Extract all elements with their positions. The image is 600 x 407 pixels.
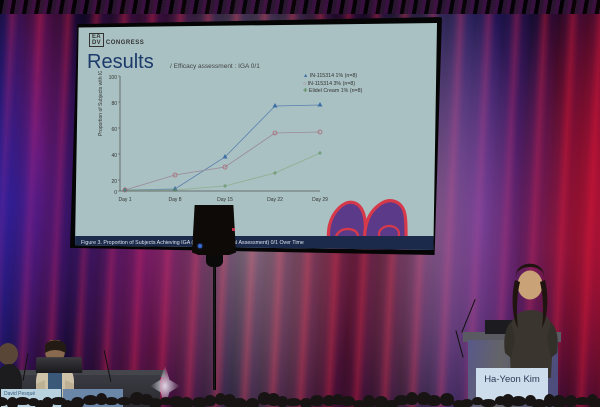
svg-text:Proportion of Subjects with IG: Proportion of Subjects with IGA 0/1 (%): [98, 71, 104, 136]
svg-text:Day 15: Day 15: [217, 197, 233, 203]
svg-text:0: 0: [114, 190, 117, 196]
svg-text:40: 40: [111, 153, 117, 159]
svg-text:Day 8: Day 8: [168, 197, 181, 203]
svg-text:100: 100: [109, 75, 118, 81]
svg-text:Day 22: Day 22: [267, 197, 283, 203]
svg-text:Day 1: Day 1: [118, 197, 131, 203]
svg-text:80: 80: [111, 101, 117, 107]
svg-text:20: 20: [111, 179, 117, 185]
svg-text:60: 60: [111, 127, 117, 133]
